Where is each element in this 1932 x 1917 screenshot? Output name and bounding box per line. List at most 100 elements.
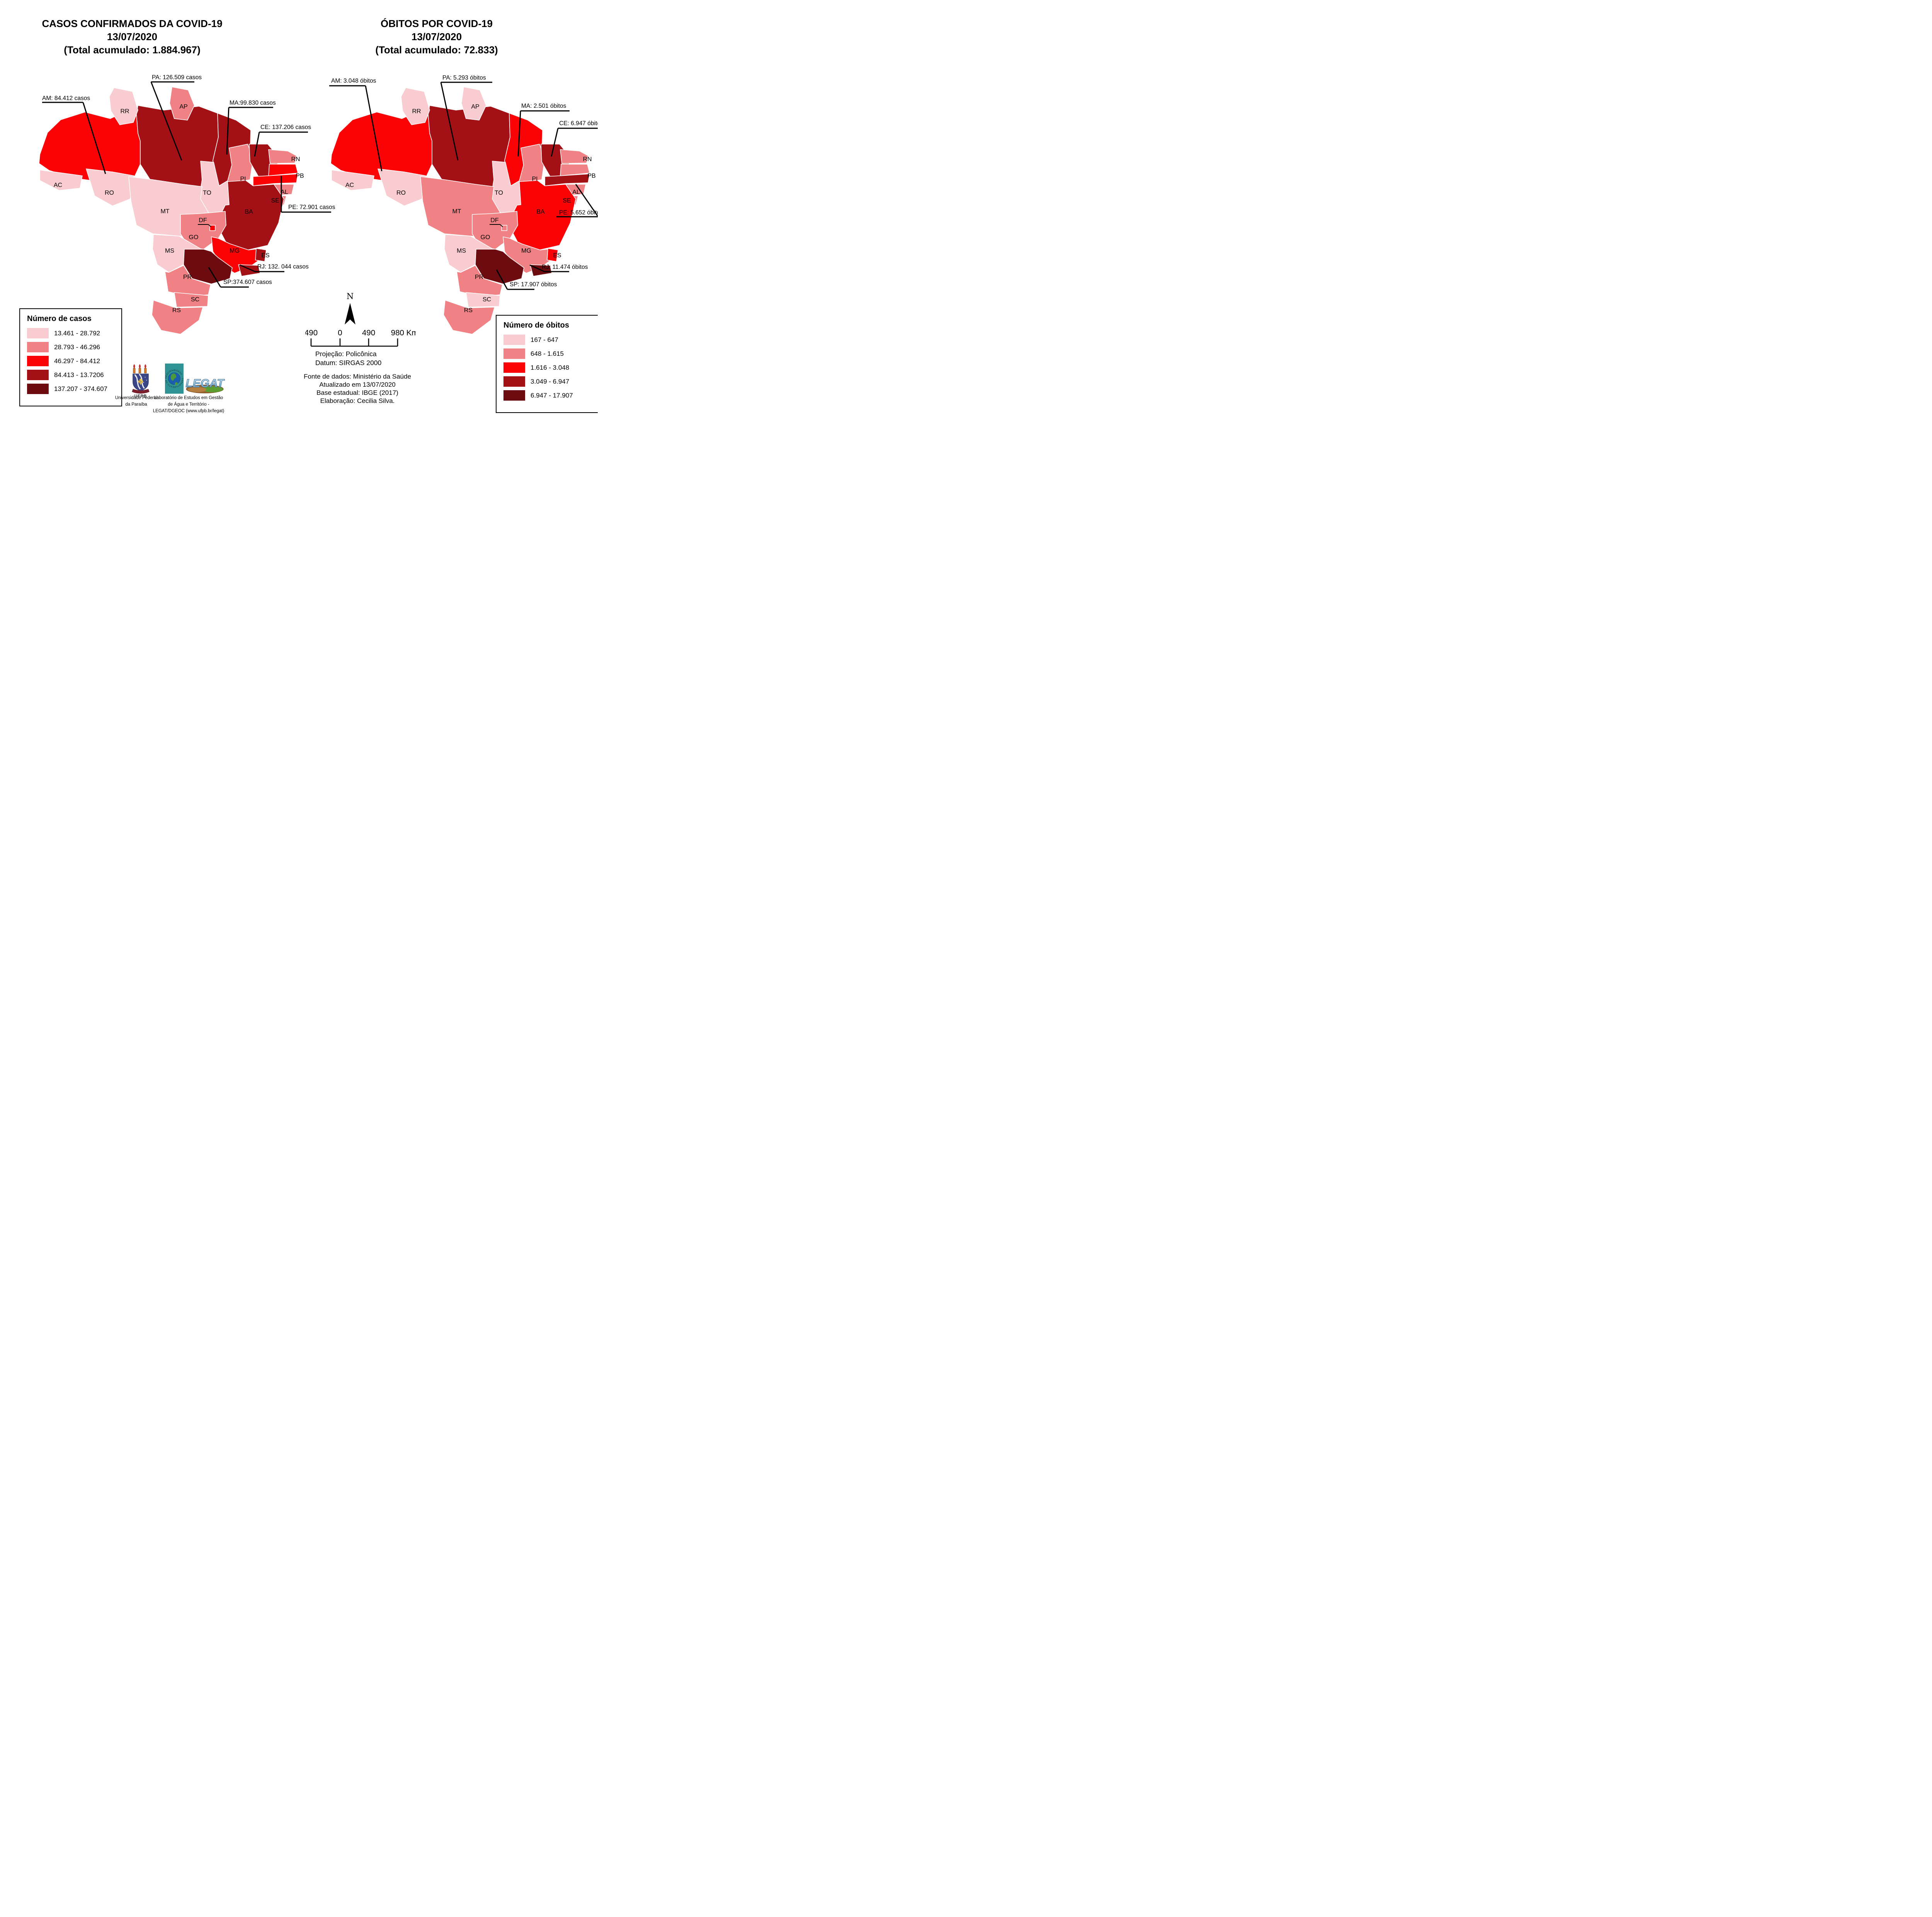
- state-label-ro-casos: RO: [105, 190, 114, 196]
- legat-caption-line2: de Água e Território -: [168, 402, 209, 407]
- legend-casos-title: Número de casos: [27, 314, 92, 323]
- legend-range-casos-5: 137.207 - 374.607: [54, 385, 108, 393]
- title-casos: CASOS CONFIRMADOS DA COVID-19 13/07/2020…: [39, 17, 226, 56]
- state-label-go-casos: GO: [189, 234, 199, 241]
- annotation-pa-casos: PA: 126.509 casos: [152, 74, 202, 81]
- legend-row-casos-4: 84.413 - 13.7206: [20, 368, 121, 382]
- legend-swatch-casos-3: [27, 356, 49, 366]
- legend-swatch-obitos-5: [503, 390, 525, 401]
- state-ro-obitos: [378, 168, 426, 206]
- state-pb-obitos: [560, 164, 590, 176]
- ufpb-caption: Universidade Federal da Paraíba: [114, 395, 158, 408]
- state-label-ac-casos: AC: [54, 182, 62, 189]
- state-ap-obitos: [461, 87, 486, 121]
- projection-info: Projeção: Policônica Datum: SIRGAS 2000: [315, 350, 381, 367]
- state-pb-casos: [268, 164, 298, 176]
- annotation-sp-obitos: SP: 17.907 óbitos: [510, 281, 557, 288]
- state-label-se-casos: SE: [271, 197, 279, 204]
- choropleth-obitos: RR AP AC RO MT TO PI RN PB AL SE BA DF GO MG ES MS PR SC RS…: [328, 70, 598, 340]
- legat-wordmark: LEGAT: [185, 377, 225, 390]
- ufpb-caption-line2: da Paraíba: [125, 402, 147, 407]
- state-label-mg-casos: MG: [230, 248, 240, 254]
- state-label-pi-casos: PI: [240, 176, 246, 182]
- legend-casos: Número de casos 13.461 - 28.792 28.793 - …: [19, 308, 122, 406]
- state-rr-casos: [109, 87, 138, 125]
- legend-swatch-obitos-3: [503, 362, 525, 373]
- legend-range-obitos-4: 3.049 - 6.947: [531, 378, 570, 385]
- legend-row-casos-1: 13.461 - 28.792: [20, 326, 121, 340]
- state-label-mt-casos: MT: [160, 208, 169, 215]
- north-arrow: N: [345, 293, 355, 325]
- title-casos-line2: 13/07/2020: [107, 31, 158, 42]
- scale-tick-label-1: 490: [305, 328, 318, 337]
- source-line1: Fonte de dados: Ministério da Saúde: [304, 373, 411, 380]
- legend-swatch-casos-4: [27, 370, 49, 380]
- state-es-casos: [255, 248, 267, 262]
- scale-bar: 490 0 490 980 Km: [305, 328, 416, 347]
- state-label-es-obitos: ES: [553, 252, 561, 259]
- title-casos-line3: (Total acumulado: 1.884.967): [64, 44, 201, 56]
- title-obitos-line1: ÓBITOS POR COVID-19: [381, 18, 493, 29]
- legend-range-casos-4: 84.413 - 13.7206: [54, 371, 104, 379]
- legat-caption-line1: Laboratório de Estudos em Gestão: [154, 396, 223, 400]
- legend-swatch-obitos-2: [503, 348, 525, 359]
- north-arrow-icon: [345, 303, 355, 325]
- source-line2: Atualizado em 13/07/2020: [319, 381, 396, 388]
- state-rs-casos: [151, 300, 203, 335]
- state-label-pr-obitos: PR: [475, 274, 483, 280]
- annotation-rj-casos: RJ: 132. 044 casos: [257, 263, 309, 270]
- legend-row-obitos-3: 1.616 - 3.048: [497, 361, 598, 375]
- ufpb-logo: UFPB: [132, 364, 150, 398]
- state-ba-casos: [219, 180, 284, 250]
- source-info: Fonte de dados: Ministério da Saúde Atua…: [294, 372, 421, 405]
- state-label-al-casos: AL: [281, 189, 288, 195]
- legend-swatch-casos-1: [27, 328, 49, 338]
- legend-row-casos-2: 28.793 - 46.296: [20, 340, 121, 354]
- scale-tick-label-2: 0: [338, 328, 342, 337]
- state-label-ap-obitos: AP: [471, 104, 479, 110]
- state-ac-casos: [39, 170, 83, 191]
- legat-logo: LEGAT: [185, 377, 225, 393]
- source-line3: Base estadual: IBGE (2017): [316, 389, 398, 396]
- legend-row-obitos-5: 6.947 - 17.907: [497, 389, 598, 403]
- state-df-casos: [209, 225, 216, 231]
- ufpb-caption-line1: Universidade Federal: [115, 396, 158, 400]
- legend-swatch-obitos-4: [503, 376, 525, 387]
- state-label-to-obitos: TO: [495, 190, 503, 196]
- legend-obitos: Número de óbitos 167 - 647 648 - 1.615 1.6…: [496, 315, 598, 413]
- state-df-obitos: [501, 225, 507, 231]
- state-label-pb-casos: PB: [296, 173, 304, 179]
- state-label-mt-obitos: MT: [452, 208, 461, 215]
- legend-range-obitos-1: 167 - 647: [531, 336, 558, 343]
- scale-tick-label-4: 980 Km: [391, 328, 416, 337]
- legat-caption-line3: LEGAT/DGEOC (www.ufpb.br/legat): [153, 409, 224, 413]
- legend-row-casos-3: 46.297 - 84.412: [20, 354, 121, 368]
- state-es-obitos: [547, 248, 558, 262]
- state-label-pi-obitos: PI: [532, 176, 537, 182]
- annotation-pe-casos: PE: 72.901 casos: [288, 204, 335, 211]
- source-line4: Elaboração: Cecilia Silva.: [320, 397, 395, 404]
- state-label-ac-obitos: AC: [345, 182, 354, 189]
- state-ro-casos: [86, 168, 134, 206]
- title-casos-line1: CASOS CONFIRMADOS DA COVID-19: [42, 18, 223, 29]
- state-label-sc-casos: SC: [191, 296, 199, 303]
- north-arrow-label: N: [347, 293, 354, 301]
- legend-range-casos-1: 13.461 - 28.792: [54, 330, 100, 337]
- state-label-rs-obitos: RS: [464, 307, 473, 314]
- choropleth-casos: RR AP AC RO MT TO PI RN PB AL SE BA DF GO MG ES MS PR SC RS…: [37, 70, 346, 340]
- state-label-df-obitos: DF: [490, 217, 499, 224]
- state-ac-obitos: [331, 170, 374, 191]
- state-label-es-casos: ES: [261, 252, 269, 259]
- state-label-mg-obitos: MG: [521, 248, 531, 254]
- annotation-ce-obitos: CE: 6.947 óbitos: [559, 120, 598, 127]
- legat-caption: Laboratório de Estudos em Gestão de Água…: [152, 395, 225, 415]
- state-label-ba-obitos: BA: [536, 209, 545, 215]
- map-figure: CASOS CONFIRMADOS DA COVID-19 13/07/2020…: [0, 0, 598, 424]
- state-rs-obitos: [443, 300, 495, 335]
- annotation-ce-casos: CE: 137.206 casos: [260, 124, 311, 131]
- legend-range-obitos-2: 648 - 1.615: [531, 350, 564, 357]
- state-ba-obitos: [510, 180, 576, 250]
- annotation-ma-obitos: MA: 2.501 óbitos: [521, 103, 566, 109]
- legend-swatch-casos-2: [27, 342, 49, 352]
